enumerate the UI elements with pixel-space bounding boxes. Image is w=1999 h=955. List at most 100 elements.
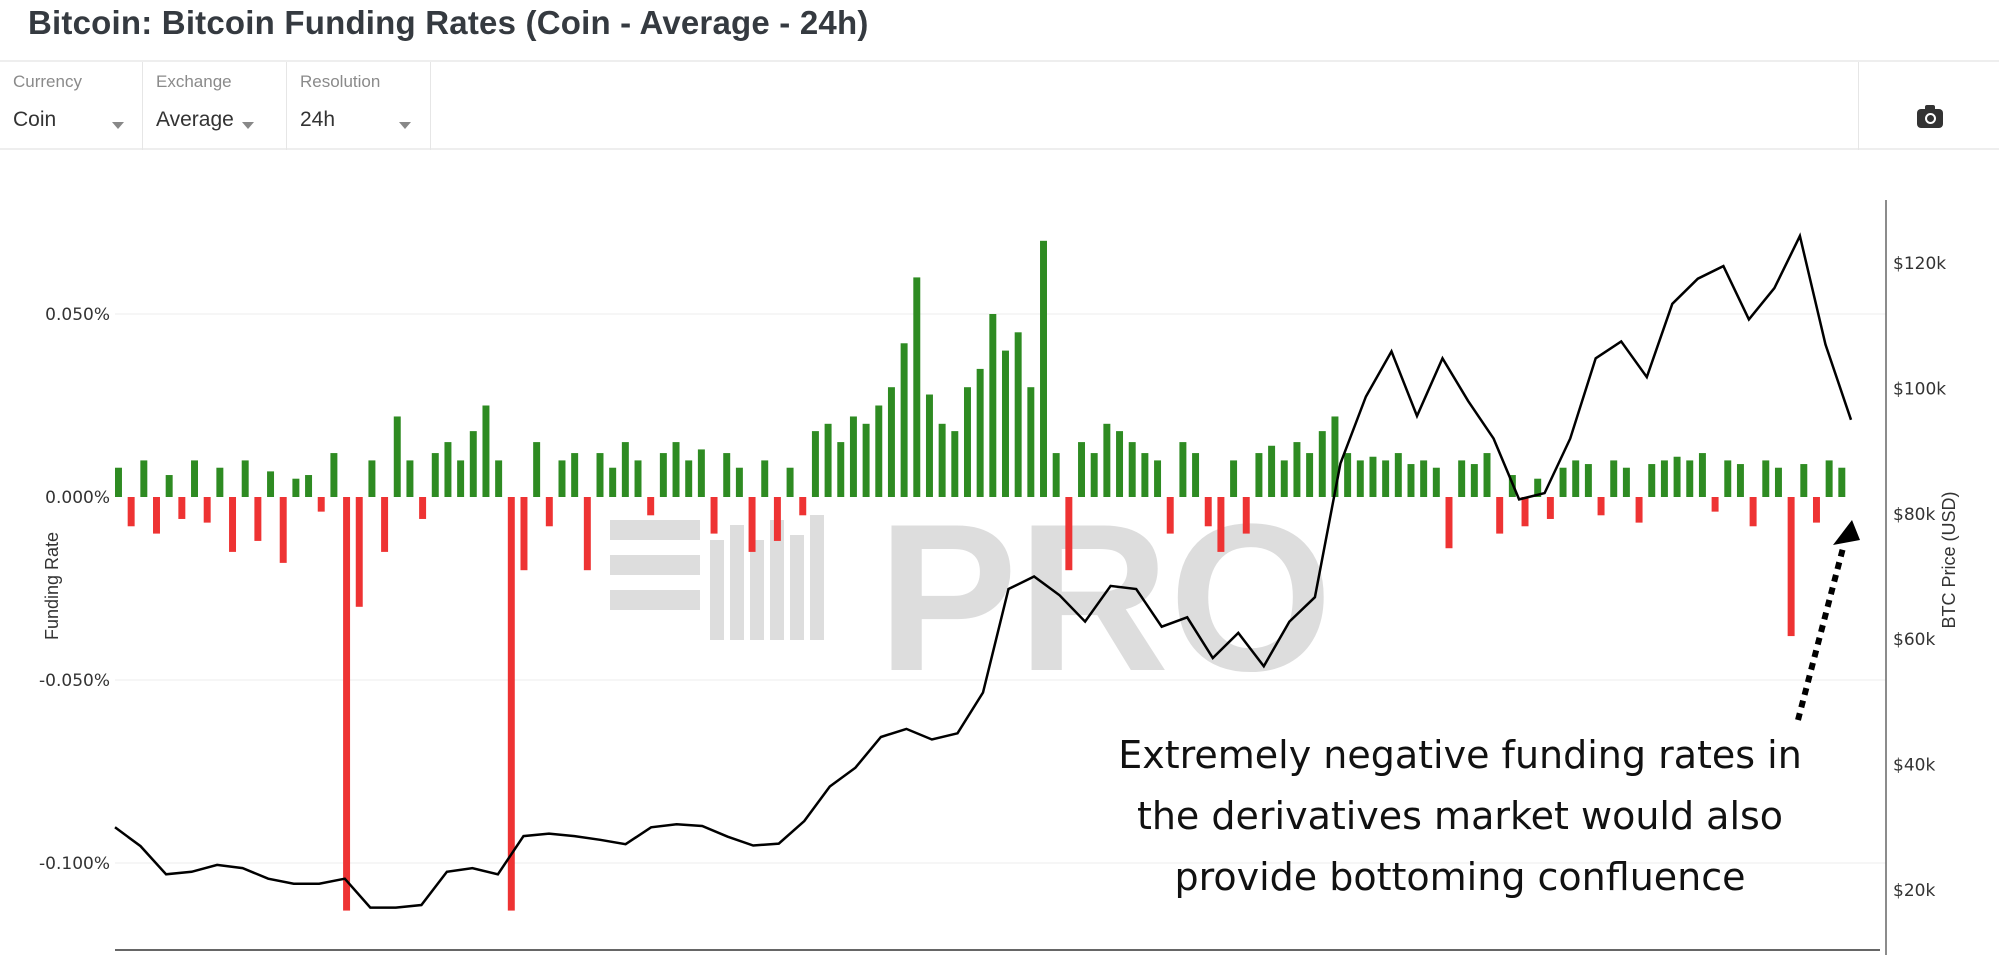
positive-funding-bar <box>1838 467 1846 497</box>
annotation-line: the derivatives market would also <box>1137 794 1783 838</box>
right-tick-label: $20k <box>1893 881 1935 901</box>
negative-funding-bar <box>317 497 325 512</box>
positive-funding-bar <box>951 431 959 497</box>
positive-funding-bar <box>140 460 148 497</box>
negative-funding-bar <box>1787 497 1795 637</box>
positive-funding-bar <box>1103 423 1111 497</box>
positive-funding-bar <box>368 460 376 497</box>
annotation-arrow <box>1795 547 1846 721</box>
positive-funding-bar <box>1002 350 1009 497</box>
negative-funding-bar <box>355 497 363 607</box>
negative-funding-bar <box>1546 497 1554 519</box>
negative-funding-bar <box>1166 497 1174 534</box>
negative-funding-bar <box>343 497 351 911</box>
positive-funding-bar <box>1800 464 1808 497</box>
positive-funding-bar <box>609 467 617 497</box>
exchange-value: Average <box>156 108 234 131</box>
positive-funding-bar <box>330 453 338 497</box>
positive-funding-bar <box>1078 442 1086 497</box>
positive-funding-bar <box>558 460 566 497</box>
positive-funding-bar <box>115 467 122 497</box>
positive-funding-bar <box>165 475 173 497</box>
negative-funding-bar <box>1635 497 1643 523</box>
right-tick-label: $40k <box>1893 756 1935 776</box>
positive-funding-bar <box>1331 416 1339 497</box>
positive-funding-bar <box>1584 464 1592 497</box>
camera-icon[interactable] <box>1917 105 1943 128</box>
negative-funding-bar <box>381 497 389 552</box>
negative-funding-bar <box>279 497 287 563</box>
negative-funding-bar <box>229 497 237 552</box>
positive-funding-bar <box>685 460 693 497</box>
positive-funding-bar <box>1306 453 1314 497</box>
positive-funding-bar <box>1116 431 1124 497</box>
negative-funding-bar <box>1065 497 1073 571</box>
positive-funding-bar <box>1648 464 1656 497</box>
annotation: Extremely negative funding rates in the … <box>1118 733 1802 899</box>
resolution-value: 24h <box>300 108 336 131</box>
positive-funding-bar <box>1192 453 1200 497</box>
negative-funding-bar <box>545 497 553 527</box>
negative-funding-bar <box>583 497 591 571</box>
left-tick-label: -0.050% <box>39 671 110 691</box>
positive-funding-bar <box>1154 460 1162 497</box>
negative-funding-bar <box>1496 497 1504 534</box>
positive-funding-bar <box>1610 460 1618 497</box>
left-tick-label: -0.100% <box>39 854 110 874</box>
positive-funding-bar <box>1128 442 1136 497</box>
positive-funding-bar <box>1762 460 1770 497</box>
negative-funding-bar <box>710 497 718 534</box>
positive-funding-bar <box>875 405 883 497</box>
exchange-label: Exchange <box>156 72 232 91</box>
positive-funding-bar <box>191 460 198 497</box>
positive-funding-bar <box>1407 464 1415 497</box>
positive-funding-bar <box>1255 453 1263 497</box>
toolbar: Currency Coin Exchange Average Resolutio… <box>0 60 1999 150</box>
positive-funding-bar <box>1724 460 1732 497</box>
left-axis-ticks: 0.050% 0.000% -0.050% -0.100% <box>39 305 110 874</box>
positive-funding-bar <box>1622 467 1630 497</box>
negative-funding-bar <box>153 497 160 534</box>
positive-funding-bar <box>1698 453 1706 497</box>
negative-funding-bar <box>1242 497 1250 534</box>
resolution-dropdown[interactable]: Resolution 24h <box>287 62 431 150</box>
divider <box>1858 62 1859 150</box>
right-tick-label: $100k <box>1893 379 1946 399</box>
positive-funding-bar <box>216 467 224 497</box>
exchange-dropdown[interactable]: Exchange Average <box>143 62 287 150</box>
positive-funding-bar <box>1559 467 1567 497</box>
positive-funding-bar <box>1268 445 1276 497</box>
currency-dropdown[interactable]: Currency Coin <box>0 62 143 150</box>
positive-funding-bar <box>596 453 604 497</box>
positive-funding-bar <box>469 431 477 497</box>
negative-funding-bar <box>799 497 807 516</box>
positive-funding-bar <box>292 478 300 497</box>
positive-funding-bar <box>1825 460 1833 497</box>
right-axis-label: BTC Price (USD) <box>1939 491 1959 628</box>
negative-funding-bar <box>178 497 186 519</box>
positive-funding-bar <box>1572 460 1580 497</box>
positive-funding-bar <box>913 277 921 497</box>
positive-funding-bar <box>849 416 857 497</box>
positive-funding-bar <box>1673 456 1681 497</box>
positive-funding-bar <box>431 453 439 497</box>
positive-funding-bar <box>811 431 819 497</box>
positive-funding-bar <box>1027 387 1035 497</box>
positive-funding-bar <box>1660 460 1668 497</box>
positive-funding-bar <box>1318 431 1326 497</box>
resolution-label: Resolution <box>300 72 381 91</box>
left-axis-label: Funding Rate <box>42 532 62 640</box>
positive-funding-bar <box>1052 453 1060 497</box>
arrow-head-icon <box>1833 520 1860 545</box>
positive-funding-bar <box>887 387 895 497</box>
watermark-text: PRO <box>877 480 1332 715</box>
negative-funding-bar <box>203 497 211 523</box>
positive-funding-bar <box>457 460 465 497</box>
positive-funding-bar <box>444 442 452 497</box>
chevron-down-icon <box>242 122 254 129</box>
positive-funding-bar <box>1230 460 1238 497</box>
positive-funding-bar <box>1483 453 1491 497</box>
positive-funding-bar <box>963 387 971 497</box>
positive-funding-bar <box>1369 456 1377 497</box>
positive-funding-bar <box>482 405 490 497</box>
